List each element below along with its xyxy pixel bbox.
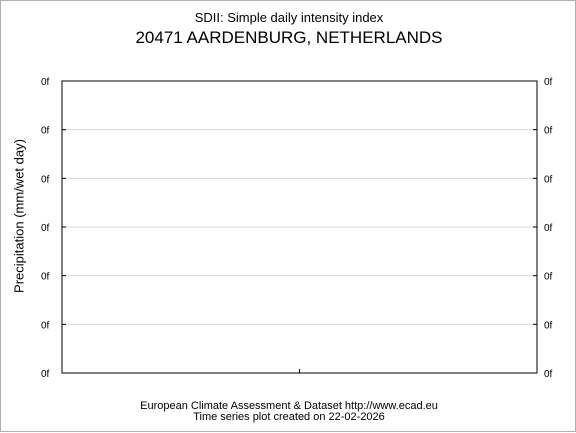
y-tick-label-right: 0f: [544, 126, 553, 137]
footer-created: Time series plot created on 22-02-2026: [193, 411, 385, 423]
y-tick-label-right: 0f: [544, 174, 553, 185]
y-tick-label-left: 0f: [41, 77, 50, 88]
y-tick-label-left: 0f: [41, 320, 50, 331]
y-tick-label-left: 0f: [41, 369, 50, 380]
y-tick-label-right: 0f: [544, 77, 553, 88]
chart-title: 20471 AARDENBURG, NETHERLANDS: [135, 28, 443, 47]
y-tick-label-left: 0f: [41, 174, 50, 185]
y-tick-label-left: 0f: [41, 272, 50, 283]
y-tick-label-right: 0f: [544, 320, 553, 331]
y-tick-label-left: 0f: [41, 223, 50, 234]
y-tick-label-right: 0f: [544, 369, 553, 380]
y-tick-label-right: 0f: [544, 223, 553, 234]
footer-source: European Climate Assessment & Dataset ht…: [140, 400, 438, 412]
chart-subtitle: SDII: Simple daily intensity index: [194, 10, 384, 25]
y-tick-label-right: 0f: [544, 272, 553, 283]
y-tick-label-left: 0f: [41, 126, 50, 137]
